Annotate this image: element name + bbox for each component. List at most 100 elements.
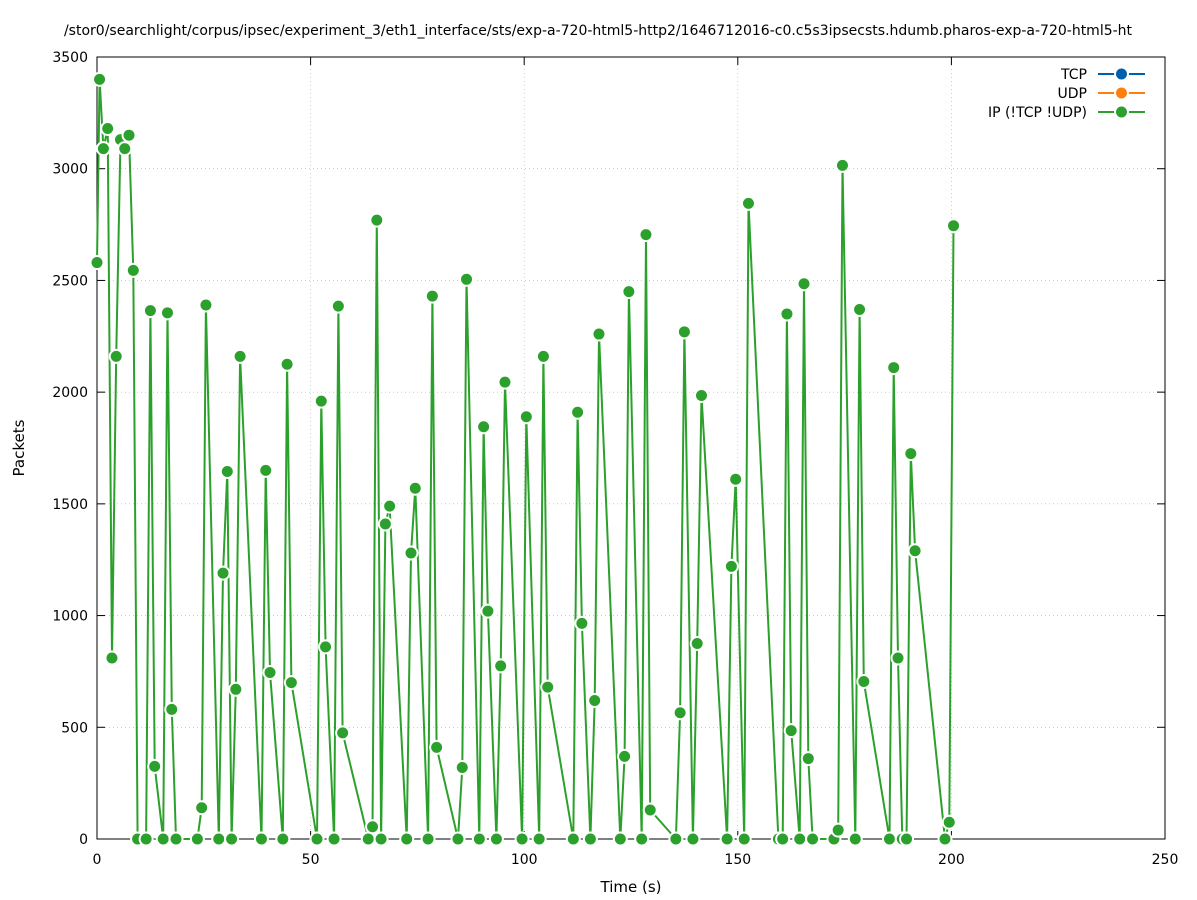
legend-entry: TCP <box>1060 66 1145 83</box>
legend-label: UDP <box>1058 86 1087 102</box>
data-point <box>89 255 105 271</box>
legend-marker <box>1114 66 1129 82</box>
data-point <box>373 831 389 847</box>
data-point <box>471 831 487 847</box>
data-point <box>890 650 906 666</box>
data-point <box>142 303 158 319</box>
data-point <box>253 831 269 847</box>
data-point <box>847 831 863 847</box>
data-point <box>283 675 299 691</box>
data-point <box>194 800 210 816</box>
data-point <box>360 831 376 847</box>
data-point <box>570 404 586 420</box>
data-point <box>689 636 705 651</box>
data-point <box>582 831 598 847</box>
data-point <box>262 665 278 681</box>
legend-label: IP (!TCP !UDP) <box>988 105 1087 121</box>
data-point <box>403 545 419 561</box>
data-point <box>800 751 816 767</box>
data-point <box>365 819 381 835</box>
data-point <box>480 603 496 619</box>
data-point <box>946 218 962 234</box>
data-point <box>830 822 846 838</box>
data-point <box>330 298 346 314</box>
data-point <box>834 157 850 173</box>
data-point <box>104 650 120 666</box>
data-point <box>138 831 154 847</box>
legend-entry: UDP <box>1058 85 1145 102</box>
data-point <box>399 831 415 847</box>
data-point <box>92 71 108 87</box>
data-point <box>318 639 334 655</box>
data-point <box>565 831 581 847</box>
legend-marker <box>1114 85 1129 101</box>
x-tick-label: 150 <box>724 852 751 868</box>
data-point <box>100 120 116 136</box>
data-point <box>792 831 808 847</box>
data-point <box>424 288 440 304</box>
y-tick-label: 1000 <box>52 609 88 625</box>
data-point <box>155 831 171 847</box>
data-point <box>497 374 513 390</box>
x-tick-label: 100 <box>511 852 538 868</box>
data-point <box>164 701 180 717</box>
data-point <box>783 723 799 739</box>
data-point <box>574 615 590 631</box>
data-point <box>117 141 133 157</box>
data-point <box>407 480 423 496</box>
legend-label: TCP <box>1060 67 1087 83</box>
data-point <box>587 692 603 708</box>
data-point <box>642 802 658 818</box>
data-point <box>779 306 795 322</box>
data-point <box>232 348 248 364</box>
data-point <box>693 387 709 403</box>
data-point <box>258 462 274 478</box>
data-point <box>540 679 556 695</box>
x-axis-label: Time (s) <box>600 878 662 896</box>
y-tick-label: 500 <box>61 720 88 736</box>
data-point <box>488 831 504 847</box>
x-axis-ticks: 0 50 100 150 200 250 <box>93 57 1178 868</box>
data-point <box>159 305 175 321</box>
data-point <box>728 471 744 487</box>
data-point <box>668 831 684 847</box>
data-point <box>313 393 329 409</box>
data-point <box>638 227 654 243</box>
data-point <box>211 831 227 847</box>
data-point <box>219 463 235 479</box>
data-point <box>335 725 351 741</box>
y-tick-label: 2000 <box>52 385 88 401</box>
data-point <box>189 831 205 847</box>
data-point <box>886 360 902 376</box>
data-point <box>514 831 530 847</box>
data-point <box>279 356 295 372</box>
y-tick-label: 3000 <box>52 162 88 178</box>
x-tick-label: 50 <box>302 852 320 868</box>
x-tick-label: 200 <box>938 852 965 868</box>
data-point <box>326 831 342 847</box>
legend-marker <box>1114 104 1129 120</box>
data-point <box>459 271 475 287</box>
data-point <box>805 831 821 847</box>
data-point <box>95 141 111 157</box>
data-point <box>775 831 791 847</box>
y-tick-label: 1500 <box>52 497 88 513</box>
data-point <box>740 195 756 211</box>
legend-entry: IP (!TCP !UDP) <box>988 104 1145 121</box>
data-point <box>275 831 291 847</box>
y-axis-ticks: 0 500 1000 1500 2000 2500 3000 3500 <box>52 50 1165 848</box>
data-point <box>685 831 701 847</box>
data-point <box>476 419 492 435</box>
legend: TCP UDP IP (!TCP !UDP) <box>988 66 1145 121</box>
data-point <box>450 831 466 847</box>
data-point <box>621 284 637 300</box>
data-point <box>903 446 919 462</box>
data-point <box>369 212 385 228</box>
data-point <box>535 348 551 364</box>
data-point <box>617 748 633 764</box>
chart-title: /stor0/searchlight/corpus/ipsec/experime… <box>64 23 1133 39</box>
data-point <box>108 348 124 364</box>
y-tick-label: 2500 <box>52 273 88 289</box>
y-axis-label: Packets <box>10 419 28 476</box>
data-point <box>125 262 141 278</box>
